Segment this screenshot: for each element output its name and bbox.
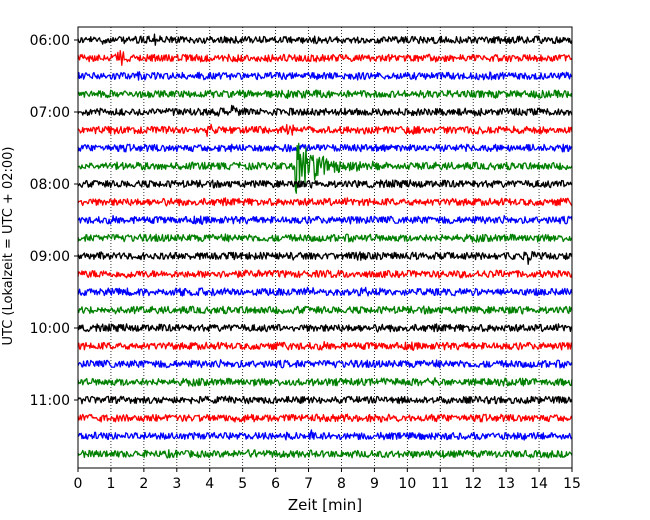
trace-10 <box>77 215 573 225</box>
plot-frame <box>77 26 573 469</box>
y-tick-label: 08:00 <box>30 177 70 193</box>
x-axis-label: Zeit [min] <box>288 496 362 514</box>
trace-17 <box>77 340 573 351</box>
x-tick-label: 13 <box>497 476 515 492</box>
trace-04 <box>77 104 573 117</box>
trace-21 <box>77 413 573 423</box>
trace-16 <box>77 323 573 333</box>
trace-14 <box>77 286 573 297</box>
trace-05 <box>77 123 573 137</box>
x-tick-label: 9 <box>370 476 379 492</box>
x-tick-label: 2 <box>139 476 148 492</box>
y-tick-label: 07:00 <box>30 105 70 121</box>
trace-18 <box>77 359 573 369</box>
x-tick-label: 11 <box>431 476 449 492</box>
y-tick-label: 06:00 <box>30 33 70 49</box>
trace-03 <box>77 89 573 99</box>
y-tick-label: 09:00 <box>30 249 70 265</box>
x-tick-label: 5 <box>238 476 247 492</box>
trace-06 <box>77 143 573 153</box>
trace-00 <box>77 33 573 46</box>
trace-02 <box>77 71 573 81</box>
trace-19 <box>77 377 573 387</box>
x-axis-ticks: 0 1 2 3 4 5 6 7 8 9 10 11 12 13 14 15 <box>74 468 581 492</box>
x-tick-label: 7 <box>304 476 313 492</box>
x-tick-label: 4 <box>205 476 214 492</box>
x-tick-label: 10 <box>398 476 416 492</box>
y-tick-label: 11:00 <box>30 393 70 409</box>
x-tick-label: 8 <box>337 476 346 492</box>
trace-11 <box>77 233 573 243</box>
trace-12 <box>77 250 573 265</box>
trace-08 <box>77 179 573 189</box>
trace-15 <box>77 305 573 315</box>
x-tick-label: 1 <box>106 476 115 492</box>
trace-13 <box>77 269 573 279</box>
y-tick-label: 10:00 <box>30 321 70 337</box>
trace-01 <box>77 50 573 67</box>
x-tick-label: 6 <box>271 476 280 492</box>
x-tick-label: 0 <box>74 476 83 492</box>
trace-22 <box>77 429 573 441</box>
x-tick-label: 12 <box>464 476 482 492</box>
x-tick-label: 3 <box>172 476 181 492</box>
trace-23 <box>77 449 573 459</box>
trace-20 <box>77 395 573 405</box>
trace-09 <box>77 197 573 207</box>
x-tick-label: 14 <box>530 476 548 492</box>
seismic-traces <box>77 33 573 459</box>
trace-07 <box>77 142 573 194</box>
y-axis-ticks: 06:00 07:00 08:00 09:00 10:00 11:00 <box>30 33 78 409</box>
y-axis-label: UTC (Lokalzeit = UTC + 02:00) <box>1 147 16 346</box>
x-tick-label: 15 <box>563 476 581 492</box>
